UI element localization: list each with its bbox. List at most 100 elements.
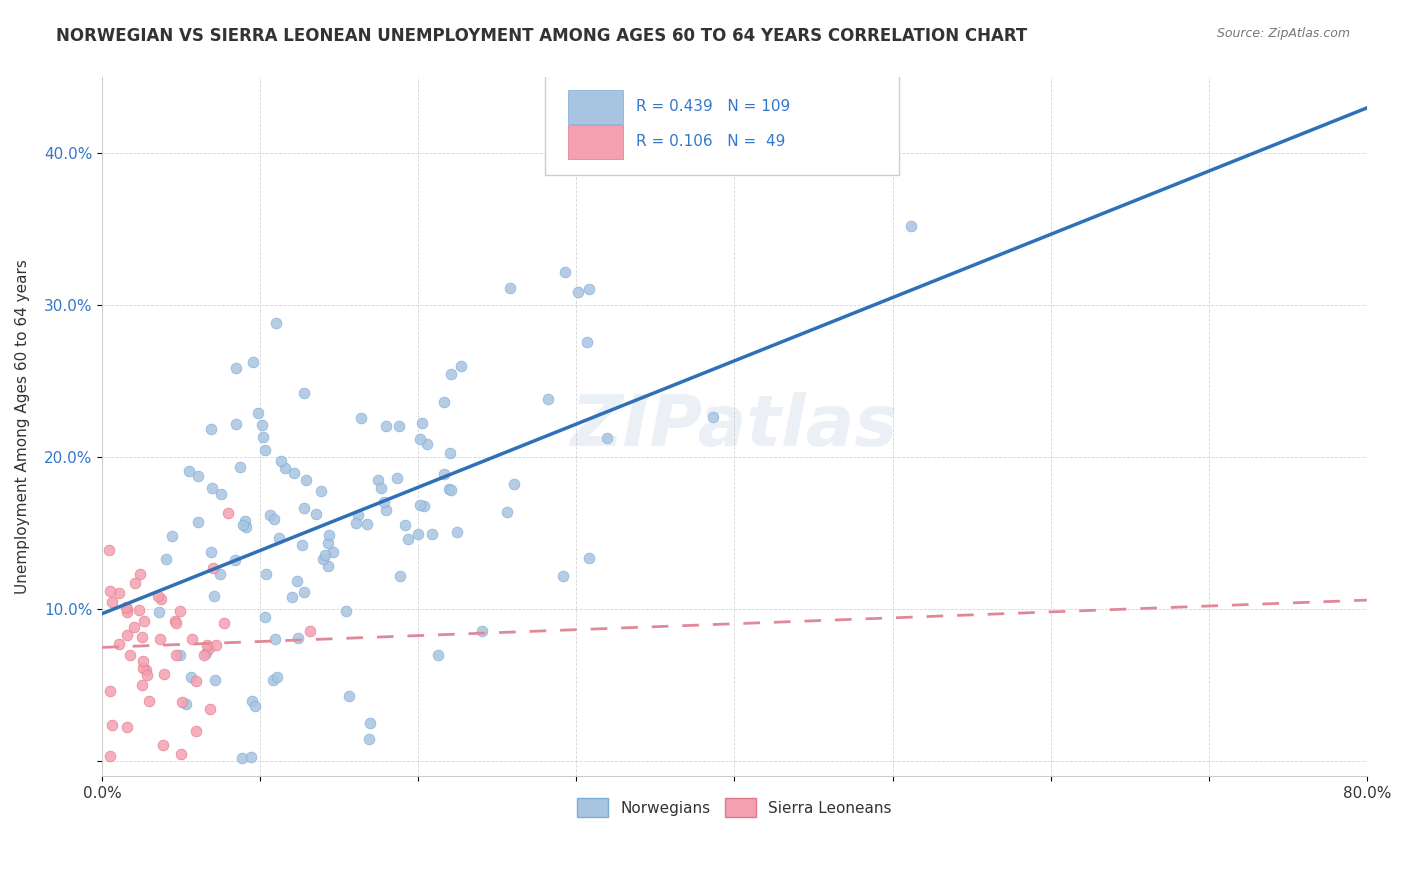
Point: [202, 589, 225, 603]
Text: R = 0.439   N = 109: R = 0.439 N = 109: [636, 99, 790, 114]
Point: [128, 603, 150, 617]
Point: [551, 568, 574, 582]
Point: [359, 715, 381, 730]
Point: [186, 673, 208, 688]
Point: [287, 632, 309, 646]
Point: [264, 632, 287, 647]
Point: [440, 368, 463, 382]
Point: [240, 694, 263, 708]
Point: [503, 477, 526, 491]
Point: [131, 678, 153, 692]
Point: [409, 433, 432, 447]
Point: [169, 604, 191, 618]
Point: [132, 654, 155, 668]
Point: [267, 531, 290, 545]
Point: [224, 553, 246, 567]
Point: [209, 487, 232, 501]
Point: [253, 442, 276, 457]
Point: [152, 738, 174, 752]
Point: [98, 683, 121, 698]
Point: [108, 638, 131, 652]
Point: [318, 558, 340, 573]
Point: [411, 416, 433, 430]
Point: [350, 411, 373, 425]
Point: [347, 508, 370, 523]
Point: [440, 483, 463, 497]
Point: [155, 552, 177, 566]
FancyBboxPatch shape: [568, 125, 623, 159]
Point: [370, 481, 392, 495]
Point: [97, 542, 120, 557]
Point: [163, 615, 186, 629]
Point: [298, 624, 321, 638]
Point: [152, 666, 174, 681]
Point: [575, 335, 598, 350]
Point: [578, 551, 600, 566]
Point: [373, 494, 395, 508]
Point: [314, 549, 336, 563]
Point: [114, 599, 136, 614]
Point: [409, 499, 432, 513]
Point: [165, 615, 187, 630]
Point: [280, 590, 302, 604]
Point: [231, 751, 253, 765]
Point: [318, 527, 340, 541]
Point: [305, 508, 328, 522]
Point: [337, 689, 360, 703]
Point: [294, 501, 316, 516]
Point: [367, 473, 389, 487]
Point: [263, 512, 285, 526]
Point: [135, 663, 157, 677]
Point: [406, 526, 429, 541]
Y-axis label: Unemployment Among Ages 60 to 64 years: Unemployment Among Ages 60 to 64 years: [15, 260, 30, 594]
Point: [416, 437, 439, 451]
Point: [124, 620, 146, 634]
Point: [270, 453, 292, 467]
Point: [264, 317, 287, 331]
Point: [291, 538, 314, 552]
Point: [312, 552, 335, 566]
Point: [702, 410, 724, 425]
Point: [162, 529, 184, 543]
Point: [233, 515, 256, 529]
Point: [98, 583, 121, 598]
Point: [201, 561, 224, 575]
Point: [200, 544, 222, 558]
Point: [375, 503, 398, 517]
Point: [344, 516, 367, 530]
Point: [292, 386, 315, 401]
Point: [117, 602, 139, 616]
Point: [266, 670, 288, 684]
Point: [217, 507, 239, 521]
Point: [128, 567, 150, 582]
Point: [180, 670, 202, 684]
Point: [136, 668, 159, 682]
Point: [388, 568, 411, 582]
Point: [148, 605, 170, 619]
Point: [181, 632, 204, 646]
Point: [446, 524, 468, 539]
Point: [225, 360, 247, 375]
Text: Source: ZipAtlas.com: Source: ZipAtlas.com: [1216, 27, 1350, 40]
Point: [426, 648, 449, 662]
Point: [287, 574, 309, 588]
Point: [193, 648, 215, 662]
Point: [252, 417, 274, 432]
Point: [537, 392, 560, 407]
Point: [170, 747, 193, 761]
Point: [149, 632, 172, 647]
Point: [169, 648, 191, 663]
Point: [100, 595, 122, 609]
Point: [499, 280, 522, 294]
Point: [252, 430, 274, 444]
Point: [246, 406, 269, 420]
Point: [170, 695, 193, 709]
Point: [567, 285, 589, 300]
Point: [374, 418, 396, 433]
Point: [187, 515, 209, 529]
Point: [225, 417, 247, 431]
Point: [433, 394, 456, 409]
Point: [433, 467, 456, 481]
Point: [356, 517, 378, 532]
FancyBboxPatch shape: [568, 90, 623, 124]
